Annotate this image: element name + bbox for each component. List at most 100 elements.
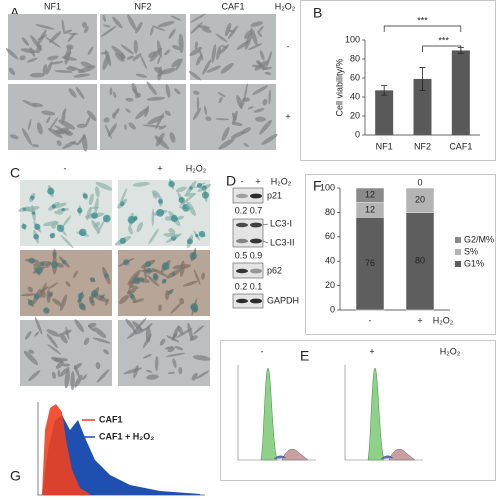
cell (158, 304, 162, 312)
cell (111, 45, 126, 59)
cell (94, 221, 101, 228)
cell (168, 228, 176, 235)
band-pointer (262, 240, 269, 244)
cell (96, 369, 110, 383)
stain (62, 259, 67, 265)
cell (154, 356, 159, 371)
cell (64, 368, 70, 389)
column-label: CAF1 (221, 1, 244, 11)
cell (50, 61, 64, 65)
cell (41, 110, 56, 116)
x-axis-label: H₂O₂ (433, 315, 454, 325)
cell (146, 96, 165, 101)
cell (135, 107, 148, 120)
y-tick-label: 20 (350, 110, 360, 120)
cell (39, 286, 49, 293)
cell (59, 294, 68, 312)
cell (35, 24, 55, 30)
cell (59, 332, 68, 344)
cell (250, 21, 264, 27)
legend-label: S% (464, 246, 478, 256)
cell (248, 43, 263, 50)
cell (68, 88, 77, 98)
stain (161, 278, 167, 284)
cell (236, 95, 243, 109)
cell (158, 125, 167, 130)
legend-swatch (455, 249, 461, 255)
y-tick-label: 40 (350, 91, 360, 101)
bar-segment (355, 187, 385, 203)
stain (158, 199, 163, 204)
cell (218, 96, 223, 104)
stain (201, 185, 207, 191)
x-tick-label: CAF1 (449, 141, 472, 151)
cell (143, 353, 152, 359)
panel-label: G (10, 468, 21, 484)
cell (220, 62, 234, 74)
cell (61, 363, 71, 367)
bar (451, 50, 470, 136)
panel-label: C (10, 165, 20, 181)
legend-swatch (455, 237, 461, 243)
cell (46, 289, 51, 303)
ratio-label: 0.1 (250, 281, 263, 291)
cell (61, 19, 65, 34)
value-label: 76 (365, 258, 375, 268)
blot-band (250, 268, 262, 274)
cell (259, 119, 272, 135)
g2-peak (388, 449, 416, 461)
cell (64, 46, 72, 65)
cell (61, 329, 72, 335)
micrograph (20, 316, 112, 391)
x-tick-label: NF1 (376, 141, 393, 151)
cell (66, 44, 74, 50)
column-label: NF2 (134, 1, 151, 11)
cell (230, 130, 245, 139)
condition-label: + (255, 176, 260, 186)
cell (74, 319, 85, 333)
significance-label: *** (417, 15, 428, 25)
cell (219, 44, 229, 55)
cell (142, 333, 152, 349)
cell (46, 333, 59, 349)
cell (100, 25, 117, 38)
bar (413, 78, 432, 135)
stain (51, 261, 59, 269)
cell (77, 65, 96, 74)
blot-band (250, 222, 262, 228)
cell (154, 135, 169, 150)
cell (164, 346, 174, 350)
cell (186, 201, 196, 216)
cell (86, 110, 97, 121)
cell (252, 85, 269, 95)
stain (129, 293, 135, 299)
cell (168, 28, 176, 39)
cell (221, 126, 230, 141)
cell (46, 329, 60, 337)
cell (262, 99, 268, 106)
stain (35, 266, 43, 274)
cell (24, 330, 32, 340)
stain (123, 259, 130, 266)
cell (174, 88, 181, 95)
cell (74, 374, 83, 388)
cell (81, 374, 87, 381)
cell (189, 46, 203, 57)
cell (27, 286, 33, 293)
cell (20, 293, 39, 297)
cell (127, 14, 137, 31)
cell (204, 105, 207, 116)
cell (131, 83, 138, 95)
cell (170, 302, 182, 314)
cell (95, 362, 101, 370)
cell (70, 370, 75, 391)
cell (32, 102, 44, 107)
cell (8, 67, 16, 76)
band-label: LC3-II (270, 237, 295, 247)
cell (59, 367, 70, 377)
cell (191, 372, 198, 381)
cell (87, 325, 96, 332)
stain (161, 262, 170, 271)
cell (196, 370, 209, 379)
cell (224, 22, 232, 37)
